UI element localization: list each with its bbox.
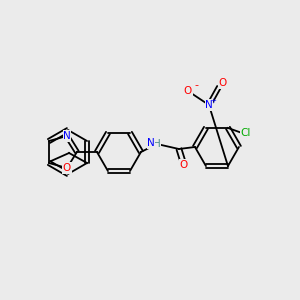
Text: H: H: [153, 139, 161, 149]
Text: +: +: [210, 98, 216, 104]
Text: O: O: [63, 163, 71, 173]
Text: N: N: [205, 100, 213, 110]
Text: Cl: Cl: [241, 128, 251, 138]
Text: N: N: [147, 138, 155, 148]
Text: N: N: [63, 131, 71, 141]
Text: O: O: [180, 160, 188, 170]
Text: O: O: [219, 78, 227, 88]
Text: O: O: [184, 86, 192, 96]
Text: -: -: [195, 80, 199, 90]
